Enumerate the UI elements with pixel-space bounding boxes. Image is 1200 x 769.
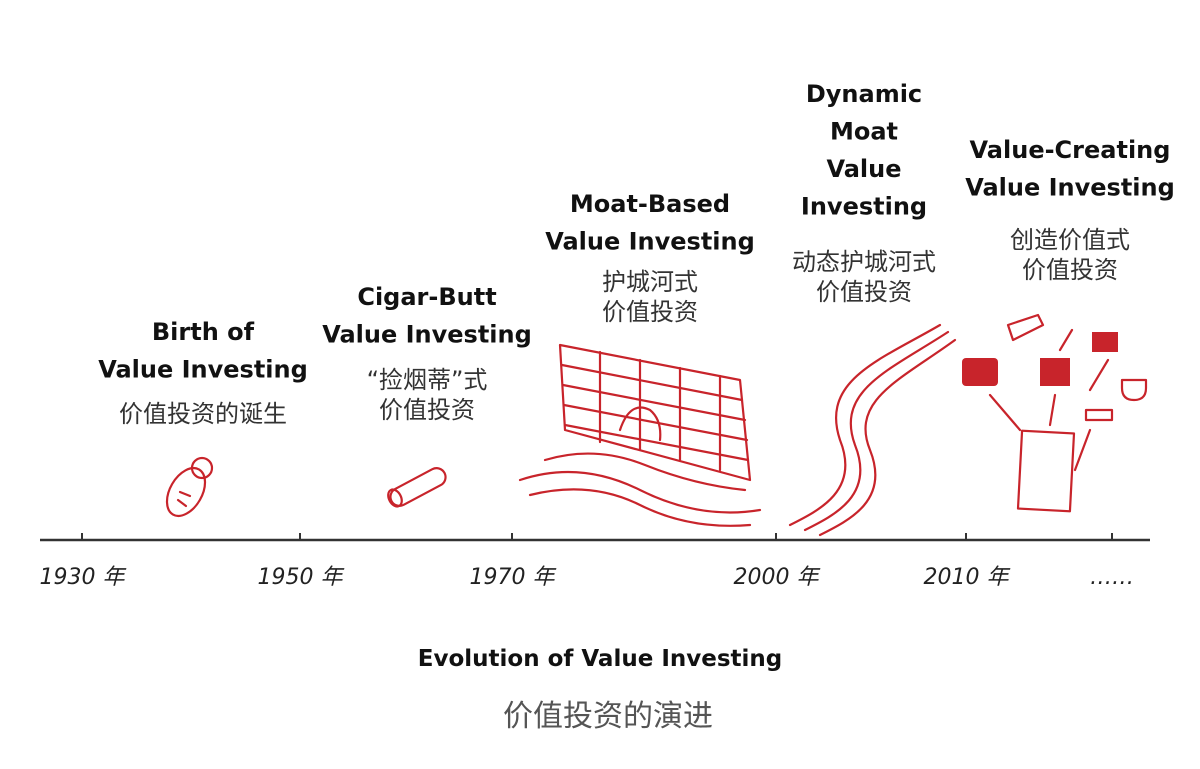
icon-baby <box>165 456 214 517</box>
stage-subtitle: 创造价值式 <box>1010 226 1130 254</box>
icon-dynamic-moat <box>788 323 957 537</box>
stage-title: Value-Creating <box>970 136 1171 164</box>
stage-subtitle: 价值投资 <box>602 298 698 326</box>
stage-subtitle: 价值投资 <box>816 278 912 306</box>
stage-title: Value Investing <box>965 174 1175 202</box>
stage-title: Value Investing <box>545 228 755 256</box>
stage-subtitle: 护城河式 <box>602 268 698 296</box>
stage-title: Moat-Based <box>570 190 730 218</box>
stage-title: Value <box>826 155 901 183</box>
stage-subtitle: 动态护城河式 <box>792 248 936 276</box>
stage-title: Cigar-Butt <box>357 283 496 311</box>
caption-subtitle: 价值投资的演进 <box>503 699 713 734</box>
icon-cigar <box>387 467 447 508</box>
icon-moat-wall <box>518 343 762 527</box>
stage-subtitle: 价值投资 <box>379 396 475 424</box>
stage-title: Birth of <box>152 318 255 346</box>
caption-title: Evolution of Value Investing <box>418 646 783 672</box>
stage-subtitle: 价值投资 <box>1022 256 1118 284</box>
timeline-label: 1930 年 <box>40 565 127 590</box>
icon-value-creation <box>962 313 1148 513</box>
stage-subtitle: “捡烟蒂”式 <box>367 366 488 394</box>
stage-subtitle: 价值投资的诞生 <box>119 400 287 428</box>
diagram-labels: Birth of Value Investing 价值投资的诞生 Cigar-Butt… <box>40 80 1175 734</box>
timeline-label: 1950 年 <box>258 565 345 590</box>
stage-title: Dynamic <box>806 80 922 108</box>
stage-title: Investing <box>801 193 927 221</box>
timeline-label: 1970 年 <box>470 565 557 590</box>
timeline-label: 2000 年 <box>734 565 821 590</box>
stage-title: Moat <box>830 118 898 146</box>
timeline-label: …… <box>1090 565 1134 590</box>
stage-title: Value Investing <box>322 321 532 349</box>
timeline-label: 2010 年 <box>924 565 1011 590</box>
stage-title: Value Investing <box>98 356 308 384</box>
